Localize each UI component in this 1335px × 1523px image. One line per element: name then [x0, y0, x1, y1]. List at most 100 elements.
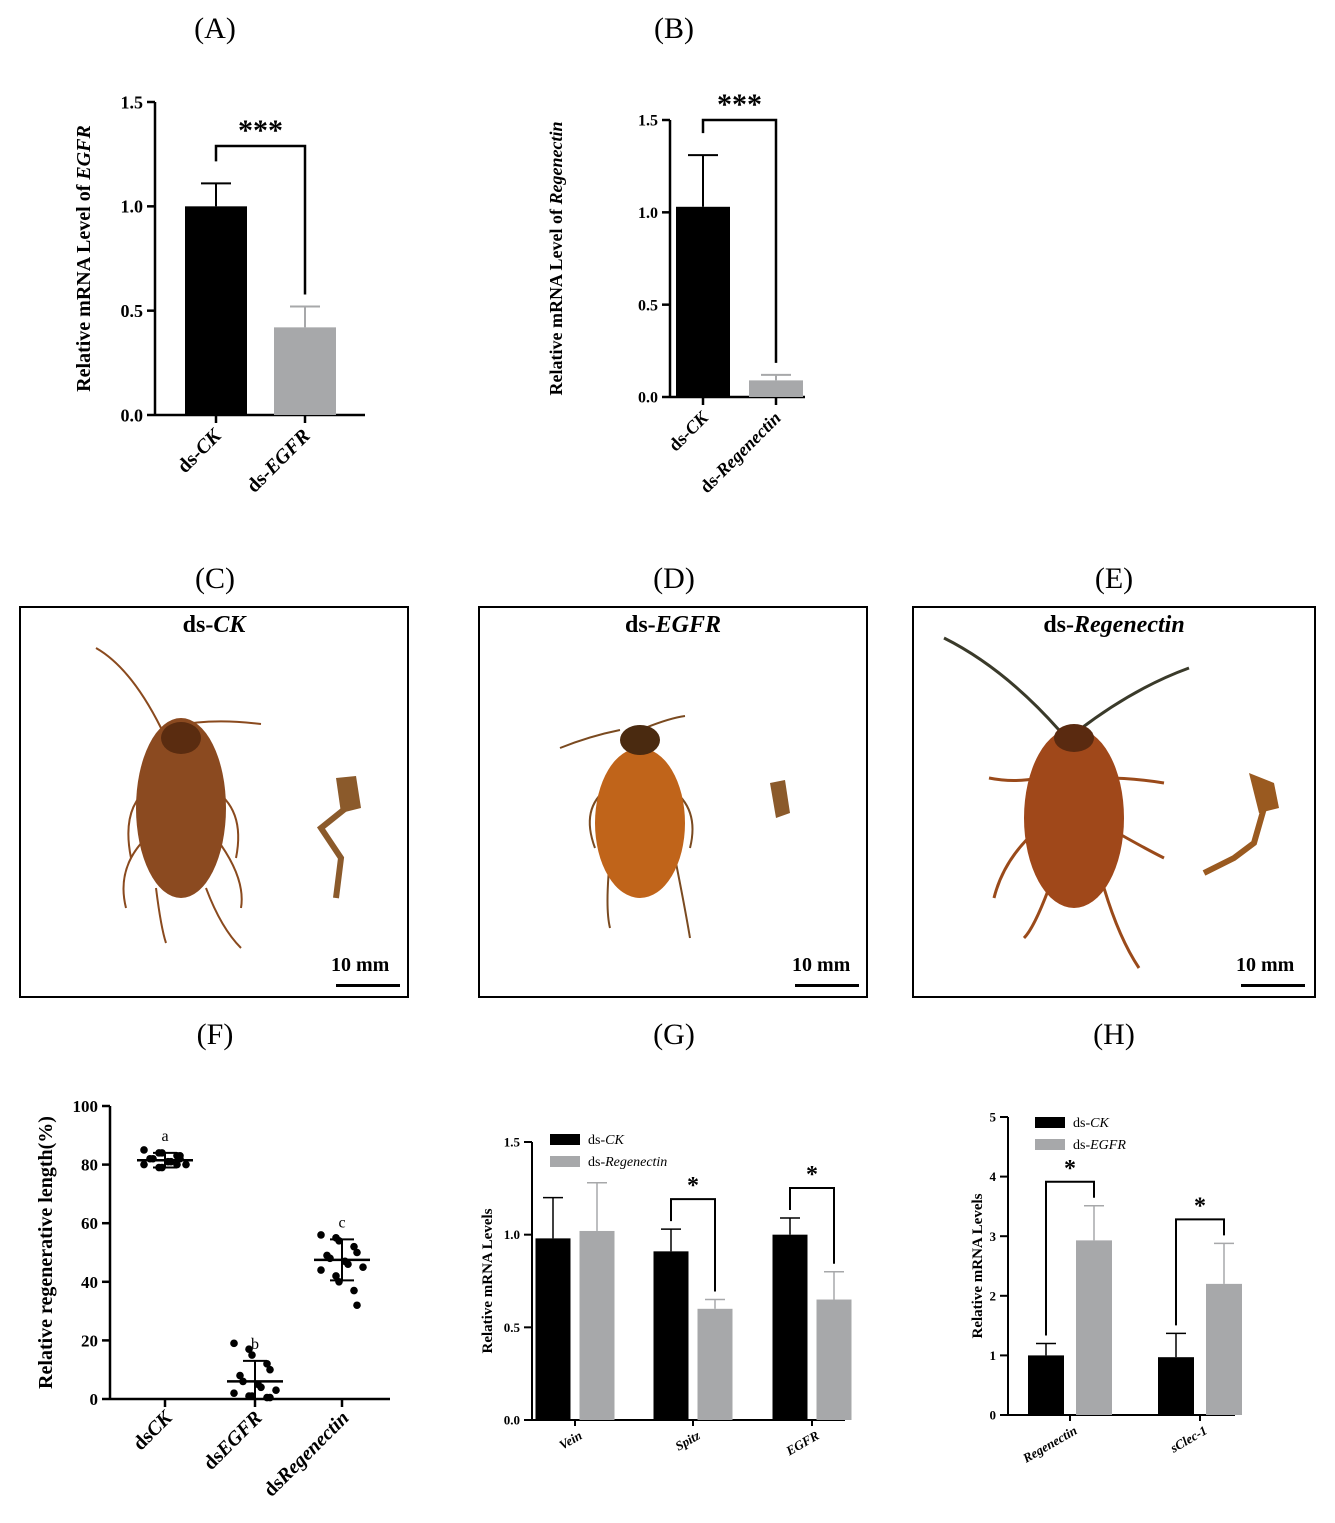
significance-bracket	[701, 118, 778, 363]
data-point	[332, 1272, 340, 1280]
bar-b-1	[749, 380, 803, 397]
x-tick-label: dsCK	[129, 1406, 178, 1455]
y-axis-label: Relative mRNA Level of Regenectin	[546, 122, 566, 396]
y-tick-label: 5	[990, 1110, 997, 1125]
legend-label: ds-Regenectin	[588, 1155, 667, 1170]
data-point	[140, 1146, 148, 1154]
bar-h-0-1	[1158, 1357, 1194, 1415]
legend-swatch	[550, 1156, 580, 1167]
data-point	[140, 1160, 148, 1169]
y-tick-label: 4	[990, 1169, 997, 1184]
y-tick-label: 0.5	[638, 297, 658, 314]
cockroach-regenectin-image	[943, 636, 1279, 969]
y-tick-label: 0.5	[504, 1320, 521, 1335]
x-tick-label: sClec-1	[1167, 1423, 1210, 1456]
significance-label: ***	[717, 88, 762, 121]
y-tick-label: 3	[990, 1229, 997, 1244]
significance-label: ***	[238, 114, 283, 147]
y-axis-label: Relative regenerative length(%)	[35, 1116, 57, 1389]
scale-label-ck: 10 mm	[331, 954, 390, 976]
y-tick-label: 100	[73, 1097, 99, 1116]
bar-g-0-1	[653, 1251, 689, 1420]
y-tick-label: 2	[990, 1288, 997, 1303]
group-letter: b	[251, 1336, 259, 1353]
legend-label: ds-CK	[588, 1133, 624, 1148]
y-tick-label: 0.0	[121, 405, 144, 425]
photo-panel-ds-egfr: ds-EGFR 10 mm	[478, 606, 868, 998]
significance-label: *	[1064, 1156, 1076, 1182]
bar-a-1	[274, 327, 336, 415]
cockroach-egfr-image	[559, 715, 790, 939]
data-point	[263, 1360, 271, 1368]
chart-a: 0.0 0.5 1.0 1.5 ds-CK ds-EGFR *** Relative mRNA…	[73, 92, 365, 497]
chart-f: 0 20 40 60 80 100 a dsCK b dsEGFR c dsRegenectin Rel…	[35, 1097, 390, 1501]
photo-title-ds-egfr: ds-EGFR	[624, 612, 722, 638]
y-axis-label: Relative mRNA Levels	[480, 1208, 496, 1353]
photo-panel-ds-regenectin: ds-Regenectin 10 mm	[912, 606, 1316, 998]
x-tick-label: ds-EGFR	[242, 425, 314, 497]
significance-bracket	[214, 144, 307, 295]
y-tick-label: 1.0	[504, 1227, 520, 1242]
x-tick-label: Regenectin	[1019, 1423, 1079, 1466]
data-point	[350, 1242, 358, 1251]
bar-h-0-0	[1028, 1355, 1064, 1415]
bar-g-1-0	[579, 1230, 615, 1420]
data-point	[266, 1393, 274, 1402]
chart-h: 0 1 2 3 4 5 Regenectin sClec-1 * * ds-CK ds-EGFR Rel…	[970, 1110, 1242, 1466]
panel-label-e: (E)	[1094, 562, 1134, 595]
legend-label: ds-CK	[1073, 1116, 1109, 1131]
y-tick-label: 0.0	[504, 1413, 520, 1428]
panel-label-f: (F)	[196, 1018, 234, 1051]
data-point	[359, 1263, 367, 1271]
bar-a-0	[185, 206, 247, 415]
scale-bar-ck	[336, 984, 400, 987]
data-point	[230, 1389, 238, 1397]
panel-label-g: (G)	[653, 1018, 695, 1051]
y-tick-label: 0.5	[121, 301, 144, 321]
chart-g: 0.0 0.5 1.0 1.5 Vein Spitz EGFR * * ds-CK ds-Regen…	[480, 1133, 852, 1459]
y-axis-label: Relative mRNA Levels	[970, 1193, 986, 1338]
data-point	[248, 1351, 256, 1359]
y-tick-label: 0	[990, 1408, 997, 1423]
data-point	[350, 1286, 358, 1295]
y-tick-label: 80	[81, 1156, 98, 1175]
legend-swatch	[1035, 1139, 1065, 1150]
scale-bar-regenectin	[1241, 984, 1305, 987]
scale-label-regenectin: 10 mm	[1236, 954, 1295, 976]
panel-label-d: (D)	[653, 562, 695, 595]
significance-label: *	[1194, 1193, 1206, 1219]
panel-label-c: (C)	[195, 562, 235, 595]
bar-g-1-1	[697, 1308, 733, 1420]
data-point	[266, 1365, 274, 1374]
data-point	[317, 1266, 325, 1274]
data-point	[230, 1339, 238, 1348]
data-point	[344, 1260, 352, 1269]
y-tick-label: 1	[990, 1348, 997, 1363]
y-tick-label: 40	[81, 1273, 98, 1292]
legend-swatch	[550, 1134, 580, 1145]
data-point	[353, 1301, 361, 1310]
x-tick-label: dsEGFR	[199, 1407, 266, 1474]
y-tick-label: 1.0	[121, 197, 144, 217]
y-tick-label: 1.5	[121, 92, 144, 112]
legend-swatch	[1035, 1117, 1065, 1128]
chart-b: 0.00.51.01.5ds-CKds-Regenectin***Relativ…	[546, 88, 805, 497]
y-tick-label: 1.0	[638, 205, 658, 222]
y-tick-label: 0.0	[638, 390, 658, 407]
bar-g-0-2	[772, 1234, 808, 1420]
panel-label-a: (A)	[194, 12, 236, 45]
x-tick-label: Spitz	[672, 1427, 703, 1453]
x-tick-label: EGFR	[782, 1427, 821, 1458]
x-tick-label: ds-CK	[173, 424, 227, 478]
bar-b-0	[676, 206, 730, 397]
significance-bracket	[1175, 1218, 1225, 1326]
data-point	[173, 1160, 181, 1169]
data-point	[257, 1383, 265, 1392]
y-tick-label: 20	[81, 1331, 98, 1350]
data-point	[236, 1371, 244, 1380]
y-axis-label: Relative mRNA Level of EGFR	[73, 125, 95, 392]
panel-label-b: (B)	[654, 12, 694, 45]
y-tick-label: 1.5	[504, 1135, 521, 1150]
data-point	[272, 1386, 280, 1395]
y-tick-label: 0	[90, 1390, 99, 1409]
